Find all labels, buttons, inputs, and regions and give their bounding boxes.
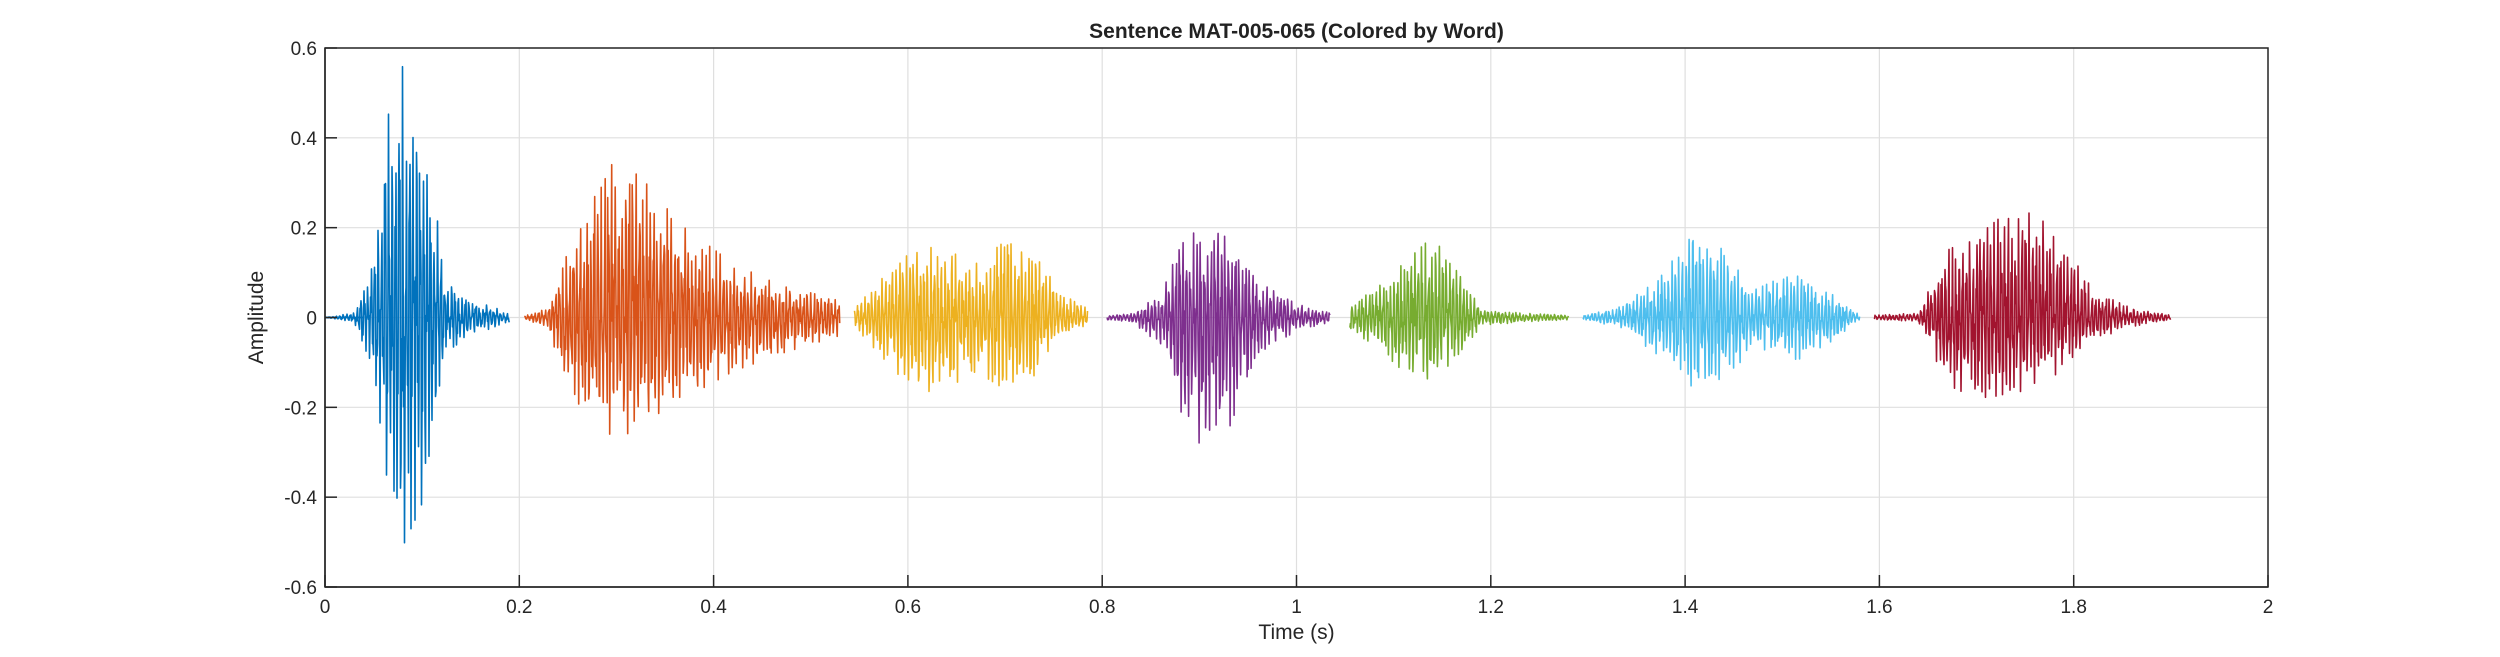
y-axis-label: Amplitude [245,271,268,364]
waveform-series [324,65,2172,544]
x-axis-ticks: 0 0.2 0.4 0.6 0.8 1 1.2 1.4 1.6 1.8 2 [320,575,2274,618]
x-axis-label: Time (s) [1258,621,1334,644]
x-tick-label: 2 [2263,597,2274,618]
y-tick-label: 0.6 [291,39,317,60]
y-tick-label: -0.6 [284,578,317,599]
x-tick-label: 0.8 [1089,597,1115,618]
y-tick-label: 0 [306,309,317,330]
word-segment-2 [523,163,841,435]
y-tick-label: -0.4 [284,488,317,509]
word-segment-1 [324,65,511,544]
word-segment-4 [1106,232,1331,444]
word-segment-7 [1873,212,2172,399]
word-segment-5 [1349,242,1570,380]
x-tick-label: 0.4 [700,597,727,618]
chart-title: Sentence MAT-005-065 (Colored by Word) [1089,20,1504,43]
y-tick-label: 0.4 [291,129,318,150]
word-segment-6 [1582,238,1861,387]
x-tick-label: 1.6 [1866,597,1892,618]
x-tick-label: 1 [1291,597,1302,618]
x-tick-label: 0.2 [506,597,532,618]
y-axis-ticks: -0.6 -0.4 -0.2 0 0.2 0.4 0.6 [284,39,337,599]
y-tick-label: -0.2 [284,398,317,419]
x-tick-label: 0.6 [895,597,921,618]
word-segment-3 [853,243,1089,393]
x-tick-label: 1.4 [1672,597,1699,618]
y-tick-label: 0.2 [291,219,317,240]
x-tick-label: 0 [320,597,331,618]
x-tick-label: 1.2 [1478,597,1504,618]
x-tick-label: 1.8 [2060,597,2086,618]
